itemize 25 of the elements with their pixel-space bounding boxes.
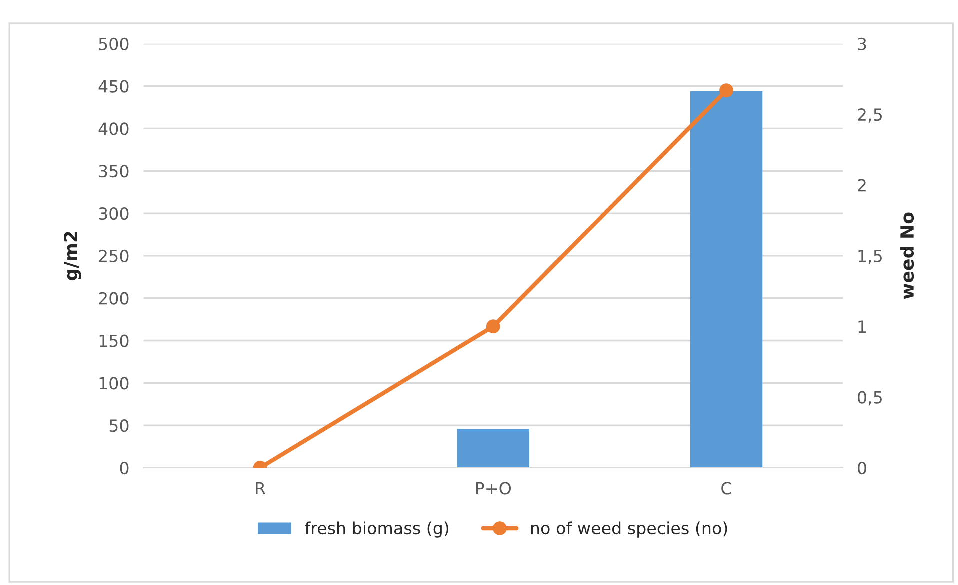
legend-label: fresh biomass (g): [305, 522, 449, 538]
y2-tick-label: 0: [858, 462, 866, 475]
y-tick-label: 300: [99, 207, 129, 220]
y-tick-label: 350: [99, 165, 129, 178]
y-tick-label: 250: [99, 250, 129, 263]
legend-label: no of weed species (no): [531, 522, 728, 538]
y2-tick-label: 3: [858, 38, 866, 50]
y-tick-label: 400: [98, 122, 129, 136]
x-tick-label: P+O: [476, 482, 511, 495]
y2-tick-label: 0,5: [858, 391, 882, 406]
x-tick-label: C: [722, 482, 732, 495]
y2-tick-label: 2: [858, 179, 866, 192]
y2-axis-title: weed No: [900, 212, 914, 300]
y-tick-label: 100: [100, 377, 129, 390]
y-tick-label: 500: [99, 38, 129, 50]
y2-tick-label: 1,5: [858, 250, 882, 264]
y-tick-label: 150: [100, 334, 129, 348]
y-tick-label: 450: [98, 80, 129, 93]
x-tick-label: R: [256, 482, 266, 495]
y2-tick-label: 2,5: [858, 108, 882, 123]
y-tick-label: 0: [120, 462, 129, 475]
y2-tick-label: 1: [858, 320, 866, 333]
y-axis-title: g/m2: [64, 232, 82, 281]
y-tick-label: 50: [110, 420, 129, 432]
y-tick-label: 200: [99, 292, 129, 305]
